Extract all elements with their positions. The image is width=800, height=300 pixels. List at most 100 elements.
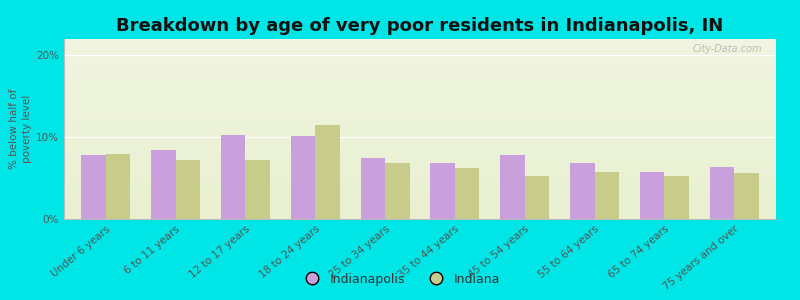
Bar: [640, 172, 664, 219]
Bar: [64, 44, 776, 46]
Bar: [64, 206, 776, 208]
Bar: [64, 93, 776, 95]
Bar: [64, 109, 776, 111]
Bar: [64, 131, 776, 133]
Bar: [64, 188, 776, 190]
Bar: [64, 160, 776, 161]
Bar: [64, 203, 776, 205]
Bar: [151, 150, 176, 219]
Bar: [64, 149, 776, 151]
Bar: [64, 215, 776, 217]
Bar: [64, 89, 776, 91]
Bar: [64, 151, 776, 152]
Text: City-Data.com: City-Data.com: [692, 44, 762, 54]
Bar: [64, 185, 776, 187]
Bar: [64, 172, 776, 174]
Bar: [64, 68, 776, 70]
Bar: [64, 111, 776, 113]
Bar: [64, 95, 776, 97]
Bar: [594, 172, 619, 219]
Bar: [64, 205, 776, 206]
Bar: [64, 133, 776, 134]
Bar: [385, 163, 410, 219]
Bar: [64, 91, 776, 93]
Bar: [64, 57, 776, 59]
Bar: [64, 113, 776, 115]
Bar: [64, 48, 776, 50]
Bar: [710, 167, 734, 219]
Bar: [64, 43, 776, 44]
Bar: [455, 168, 479, 219]
Bar: [64, 39, 776, 41]
Bar: [64, 106, 776, 107]
Bar: [64, 107, 776, 109]
Bar: [64, 66, 776, 68]
Bar: [64, 210, 776, 212]
Bar: [64, 59, 776, 61]
Bar: [64, 196, 776, 197]
Bar: [246, 160, 270, 219]
Bar: [64, 55, 776, 57]
Bar: [64, 140, 776, 142]
Bar: [64, 179, 776, 181]
Bar: [64, 169, 776, 170]
Bar: [221, 135, 246, 219]
Bar: [500, 155, 525, 219]
Bar: [64, 88, 776, 89]
Bar: [64, 127, 776, 129]
Bar: [64, 194, 776, 196]
Bar: [176, 160, 200, 219]
Bar: [64, 217, 776, 219]
Bar: [64, 156, 776, 158]
Bar: [64, 167, 776, 169]
Bar: [64, 46, 776, 48]
Bar: [64, 212, 776, 214]
Bar: [64, 192, 776, 194]
Bar: [64, 161, 776, 163]
Bar: [64, 214, 776, 215]
Bar: [64, 115, 776, 116]
Bar: [64, 77, 776, 79]
Bar: [361, 158, 385, 219]
Bar: [64, 170, 776, 172]
Bar: [64, 208, 776, 210]
Bar: [64, 41, 776, 43]
Bar: [64, 143, 776, 145]
Legend: Indianapolis, Indiana: Indianapolis, Indiana: [294, 268, 506, 291]
Bar: [64, 86, 776, 88]
Bar: [64, 154, 776, 156]
Bar: [64, 158, 776, 160]
Bar: [64, 152, 776, 154]
Y-axis label: % below half of
poverty level: % below half of poverty level: [9, 89, 32, 169]
Bar: [664, 176, 689, 219]
Bar: [64, 125, 776, 127]
Bar: [734, 173, 758, 219]
Bar: [64, 145, 776, 147]
Bar: [64, 102, 776, 104]
Bar: [291, 136, 315, 219]
Bar: [64, 84, 776, 86]
Bar: [64, 163, 776, 165]
Bar: [64, 98, 776, 100]
Bar: [64, 104, 776, 106]
Bar: [64, 97, 776, 98]
Bar: [64, 165, 776, 167]
Bar: [64, 129, 776, 131]
Bar: [64, 80, 776, 82]
Bar: [64, 82, 776, 84]
Bar: [64, 142, 776, 143]
Bar: [430, 164, 455, 219]
Bar: [64, 70, 776, 71]
Bar: [64, 73, 776, 75]
Bar: [64, 124, 776, 125]
Bar: [64, 61, 776, 62]
Bar: [82, 155, 106, 219]
Bar: [64, 53, 776, 55]
Bar: [106, 154, 130, 219]
Bar: [64, 100, 776, 102]
Bar: [64, 122, 776, 124]
Bar: [64, 75, 776, 77]
Bar: [64, 120, 776, 122]
Bar: [64, 50, 776, 52]
Bar: [64, 64, 776, 66]
